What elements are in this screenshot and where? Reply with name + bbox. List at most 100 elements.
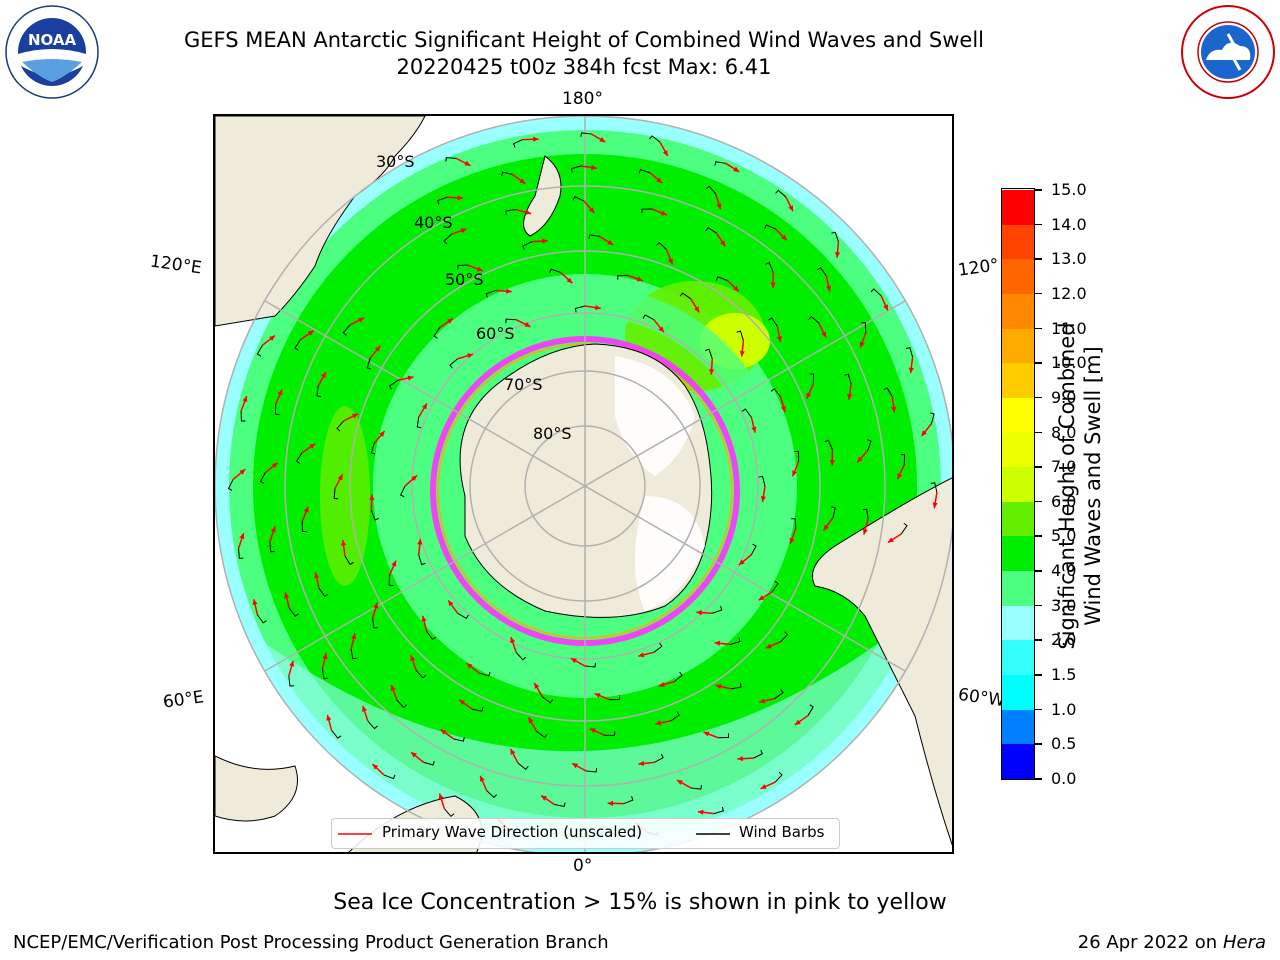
- colorbar-band: [1002, 674, 1034, 710]
- wind-barb: [816, 266, 827, 277]
- wind-barb: [366, 358, 372, 370]
- wave-arrow-head: [737, 756, 743, 762]
- wave-arrow-head: [847, 393, 853, 400]
- wave-arrow-head: [467, 353, 474, 359]
- wave-arrow-head: [658, 681, 665, 687]
- wind-barb: [512, 139, 523, 148]
- wind-barb: [808, 315, 820, 324]
- wave-arrow-head: [542, 238, 548, 244]
- wind-barb: [642, 314, 655, 321]
- wave-arrow-head: [720, 240, 726, 247]
- wind-barb: [654, 753, 664, 763]
- colorbar-band: [1002, 709, 1034, 745]
- wind-barb: [641, 208, 653, 214]
- wave-arrow-head: [703, 731, 710, 737]
- wind-barb: [574, 305, 586, 313]
- wave-arrow-head: [739, 350, 745, 357]
- wave-arrow-head: [270, 526, 276, 533]
- wave-arrow-head: [525, 209, 532, 215]
- wind-barb: [715, 276, 728, 281]
- colorbar-tick-label: 13.0: [1051, 249, 1087, 269]
- wind-barb: [570, 165, 582, 173]
- map-area[interactable]: [213, 114, 954, 854]
- colorbar-band: [1002, 535, 1034, 572]
- wave-arrow-head: [541, 795, 548, 801]
- wave-arrow-head: [510, 748, 516, 755]
- wind-barb: [712, 606, 723, 614]
- wave-arrow-head: [696, 609, 702, 616]
- lon-label-0: 0°: [573, 856, 593, 876]
- wave-arrows: [227, 132, 938, 839]
- colorbar-tick-mark: [1035, 708, 1042, 711]
- wave-arrow-head: [351, 633, 357, 640]
- wind-barb: [423, 761, 435, 766]
- wave-arrow-head: [738, 559, 745, 565]
- wind-barb: [536, 730, 548, 738]
- wave-arrow-head: [758, 595, 765, 601]
- wave-arrow-head: [781, 234, 787, 241]
- wind-barb: [930, 482, 938, 493]
- colorbar-band: [1002, 432, 1034, 468]
- legend-barb-label: Wind Barbs: [739, 823, 825, 841]
- wind-barb: [714, 161, 726, 166]
- wave-arrow-head: [351, 413, 358, 419]
- wave-arrow-head: [883, 304, 888, 311]
- wind-barb: [433, 327, 441, 339]
- wind-barb: [807, 704, 814, 716]
- wind-barb: [388, 575, 394, 586]
- wave-arrow-head: [794, 719, 801, 725]
- wave-arrow-head: [307, 330, 314, 336]
- colorbar-tick-label: 14.0: [1051, 214, 1087, 234]
- wave-arrow-head: [834, 252, 841, 258]
- wind-barb: [331, 730, 342, 739]
- wave-arrow-head: [524, 322, 531, 327]
- wave-arrow-head: [668, 258, 673, 265]
- colorbar-tick-label: 3.0: [1051, 595, 1077, 615]
- wave-arrow-head: [607, 239, 614, 245]
- wave-arrow-head: [792, 470, 798, 477]
- wind-barb: [765, 262, 774, 273]
- wind-barb: [690, 785, 702, 790]
- colorbar-tick-mark: [1035, 535, 1042, 537]
- wind-barb: [609, 695, 621, 701]
- wave-arrow-head: [411, 475, 418, 481]
- wind-barb: [383, 774, 396, 780]
- wind-barb: [758, 475, 766, 487]
- wave-arrow-head: [806, 392, 812, 399]
- wind-barb: [445, 157, 457, 162]
- colorbar-title-line2: Wind Waves and Swell [m]: [1081, 346, 1105, 626]
- chart-title: GEFS MEAN Antarctic Significant Height o…: [183, 28, 985, 52]
- colorbar-tick-label: 7.0: [1051, 457, 1077, 477]
- colorbar-band: [1002, 293, 1034, 329]
- wind-barb: [775, 189, 787, 198]
- wind-barb: [861, 322, 867, 333]
- colorbar-band: [1002, 639, 1034, 676]
- wind-barb: [515, 651, 527, 661]
- wind-barb: [554, 802, 566, 808]
- colorbar-tick-label: 2.0: [1051, 630, 1077, 650]
- wave-arrow-head: [595, 305, 601, 311]
- wave-arrow-head: [770, 282, 776, 288]
- wave-arrow-head: [303, 506, 309, 513]
- svg-text:NOAA: NOAA: [28, 31, 77, 49]
- sea-ice-caption: Sea Ice Concentration > 15% is shown in …: [333, 890, 947, 915]
- wind-barb: [580, 132, 592, 137]
- wave-arrow-head: [466, 663, 473, 669]
- wave-arrow-head: [589, 728, 596, 734]
- graticule: [215, 116, 952, 852]
- wind-barb: [780, 631, 789, 643]
- wind-barb: [753, 749, 764, 759]
- wind-barb: [342, 324, 351, 336]
- wave-arrow-head: [716, 203, 722, 210]
- wind-barb: [705, 226, 717, 234]
- wind-barb: [370, 443, 376, 455]
- wave-arrow-head: [591, 164, 597, 171]
- wind-barb: [415, 670, 427, 679]
- wave-arrow-head: [921, 430, 927, 437]
- wave-arrow-head: [765, 643, 772, 649]
- wind-barb: [771, 580, 779, 593]
- wind-barb: [505, 318, 517, 324]
- wind-barb: [388, 379, 399, 390]
- wind-barb: [240, 411, 246, 422]
- noaa-logo: NOAA: [4, 4, 100, 100]
